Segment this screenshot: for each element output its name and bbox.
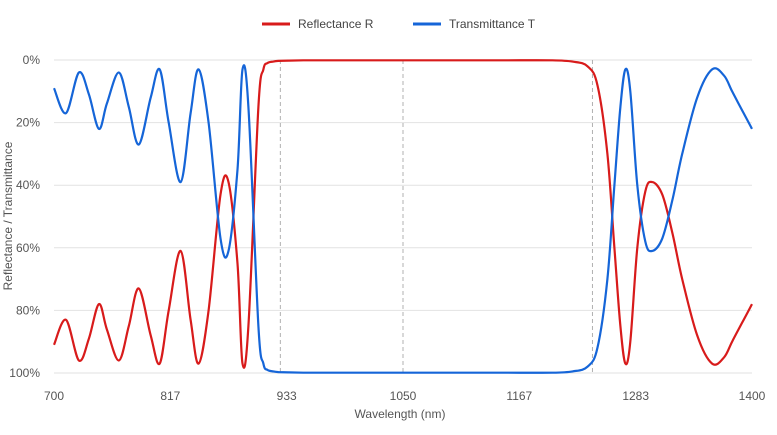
legend-item-reflectance[interactable]: Reflectance R: [262, 17, 374, 31]
y-tick-label: 80%: [16, 303, 40, 317]
y-ticks: 0% 20% 40% 60% 80% 100%: [9, 53, 40, 380]
legend-item-transmittance[interactable]: Transmittance T: [413, 17, 536, 31]
x-tick-label: 1400: [739, 389, 766, 403]
x-tick-label: 1283: [622, 389, 649, 403]
x-axis-title: Wavelength (nm): [355, 407, 446, 421]
x-tick-label: 1167: [506, 389, 532, 403]
y-tick-label: 20%: [16, 116, 40, 130]
y-tick-label: 0%: [23, 53, 41, 67]
legend[interactable]: Reflectance R Transmittance T: [262, 17, 536, 31]
series-line-transmittance: [52, 64, 753, 374]
y-tick-label: 60%: [16, 241, 40, 255]
y-tick-label: 40%: [16, 178, 40, 192]
series-layer: [52, 59, 753, 374]
reference-lines: [279, 60, 593, 373]
x-ticks: 700 817 933 1050 1167 1283 1400: [44, 389, 766, 403]
series-line-reflectance: [52, 59, 753, 369]
y-axis-title: Reflectance / Transmittance: [1, 141, 15, 290]
x-tick-label: 817: [160, 389, 180, 403]
x-tick-label: 933: [277, 389, 297, 403]
y-tick-label: 100%: [9, 366, 40, 380]
legend-label: Reflectance R: [298, 17, 374, 31]
legend-label: Transmittance T: [449, 17, 536, 31]
x-tick-label: 700: [44, 389, 64, 403]
x-tick-label: 1050: [390, 389, 417, 403]
